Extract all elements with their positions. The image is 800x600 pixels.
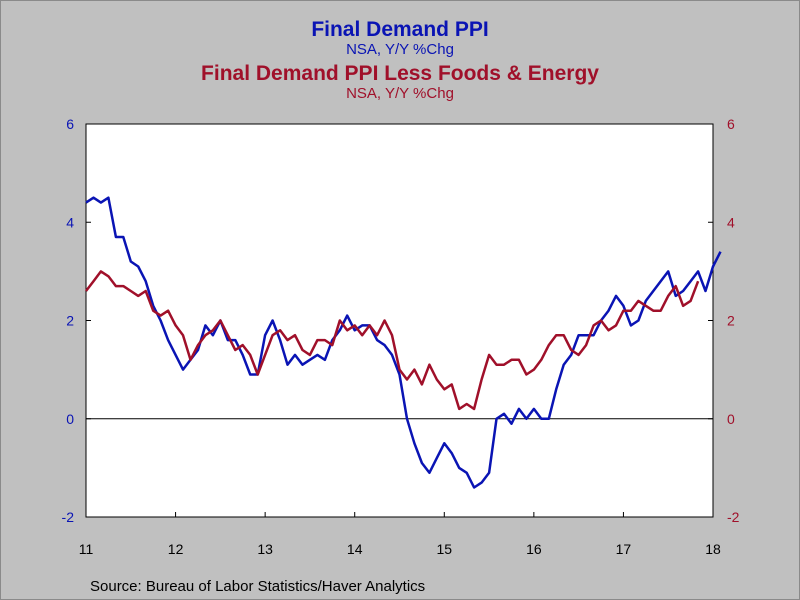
source-note: Source: Bureau of Labor Statistics/Haver… bbox=[90, 578, 426, 595]
chart-title: Final Demand PPI bbox=[311, 18, 489, 41]
y-tick-label-left: -2 bbox=[62, 509, 75, 525]
y-tick-label-left: 2 bbox=[66, 313, 74, 329]
y-tick-label-right: 4 bbox=[727, 214, 735, 230]
x-tick-label: 17 bbox=[616, 541, 632, 557]
y-tick-label-right: 2 bbox=[727, 313, 735, 329]
chart-subtitle: NSA, Y/Y %Chg bbox=[346, 41, 454, 58]
y-tick-label-right: 6 bbox=[727, 116, 735, 132]
y-tick-label-left: 6 bbox=[66, 116, 74, 132]
x-tick-label: 12 bbox=[168, 541, 184, 557]
x-tick-label: 16 bbox=[526, 541, 542, 557]
chart-title-2: Final Demand PPI Less Foods & Energy bbox=[201, 62, 599, 85]
x-tick-label: 14 bbox=[347, 541, 363, 557]
chart-subtitle-2: NSA, Y/Y %Chg bbox=[346, 85, 454, 102]
x-tick-label: 18 bbox=[705, 541, 721, 557]
x-tick-label: 11 bbox=[79, 541, 94, 557]
x-tick-label: 15 bbox=[436, 541, 452, 557]
y-tick-label-left: 0 bbox=[66, 411, 74, 427]
y-tick-label-right: 0 bbox=[727, 411, 735, 427]
x-tick-label: 13 bbox=[257, 541, 273, 557]
y-tick-label-left: 4 bbox=[66, 214, 74, 230]
chart-titles: Final Demand PPI NSA, Y/Y %Chg Final Dem… bbox=[0, 18, 800, 102]
y-tick-label-right: -2 bbox=[727, 509, 740, 525]
series-line-less-foods-energy bbox=[85, 270, 700, 411]
